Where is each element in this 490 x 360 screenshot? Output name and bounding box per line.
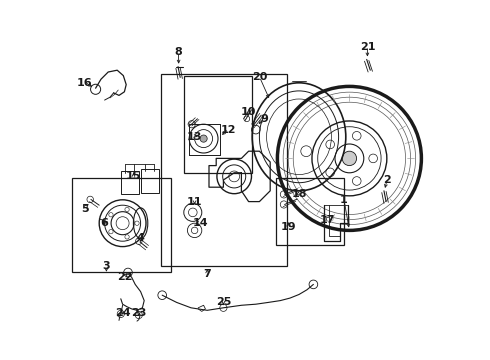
Text: 19: 19 — [280, 222, 296, 232]
Text: 14: 14 — [192, 218, 208, 228]
Text: 6: 6 — [100, 218, 109, 228]
Text: 22: 22 — [117, 272, 132, 282]
Text: 20: 20 — [252, 72, 267, 82]
Text: 18: 18 — [291, 189, 307, 199]
Text: 12: 12 — [221, 125, 237, 135]
Circle shape — [135, 221, 139, 225]
Text: 16: 16 — [77, 78, 93, 88]
Circle shape — [125, 235, 129, 239]
Circle shape — [352, 177, 361, 185]
Circle shape — [326, 168, 335, 177]
Circle shape — [109, 212, 113, 217]
Circle shape — [369, 154, 377, 163]
Circle shape — [200, 135, 207, 142]
Text: 7: 7 — [203, 269, 211, 279]
Text: 17: 17 — [320, 215, 336, 225]
Text: 13: 13 — [187, 132, 202, 142]
Text: 11: 11 — [187, 197, 202, 207]
Circle shape — [109, 230, 113, 234]
Text: 23: 23 — [131, 308, 147, 318]
Text: 5: 5 — [81, 204, 89, 214]
Bar — [162, 74, 288, 266]
Bar — [184, 76, 252, 173]
Bar — [275, 178, 344, 245]
Circle shape — [342, 151, 357, 166]
Text: 25: 25 — [216, 297, 231, 307]
Circle shape — [352, 131, 361, 140]
Text: 24: 24 — [115, 308, 130, 318]
Text: 8: 8 — [174, 47, 182, 57]
Text: 1: 1 — [340, 195, 348, 205]
Text: 21: 21 — [360, 42, 375, 52]
Bar — [72, 178, 171, 272]
Text: 9: 9 — [261, 114, 269, 124]
Circle shape — [326, 140, 335, 149]
Text: 10: 10 — [241, 107, 256, 117]
Text: 3: 3 — [102, 261, 110, 271]
Text: 4: 4 — [137, 233, 145, 243]
Text: 2: 2 — [383, 175, 391, 185]
Text: 15: 15 — [126, 171, 141, 181]
Circle shape — [125, 207, 129, 212]
